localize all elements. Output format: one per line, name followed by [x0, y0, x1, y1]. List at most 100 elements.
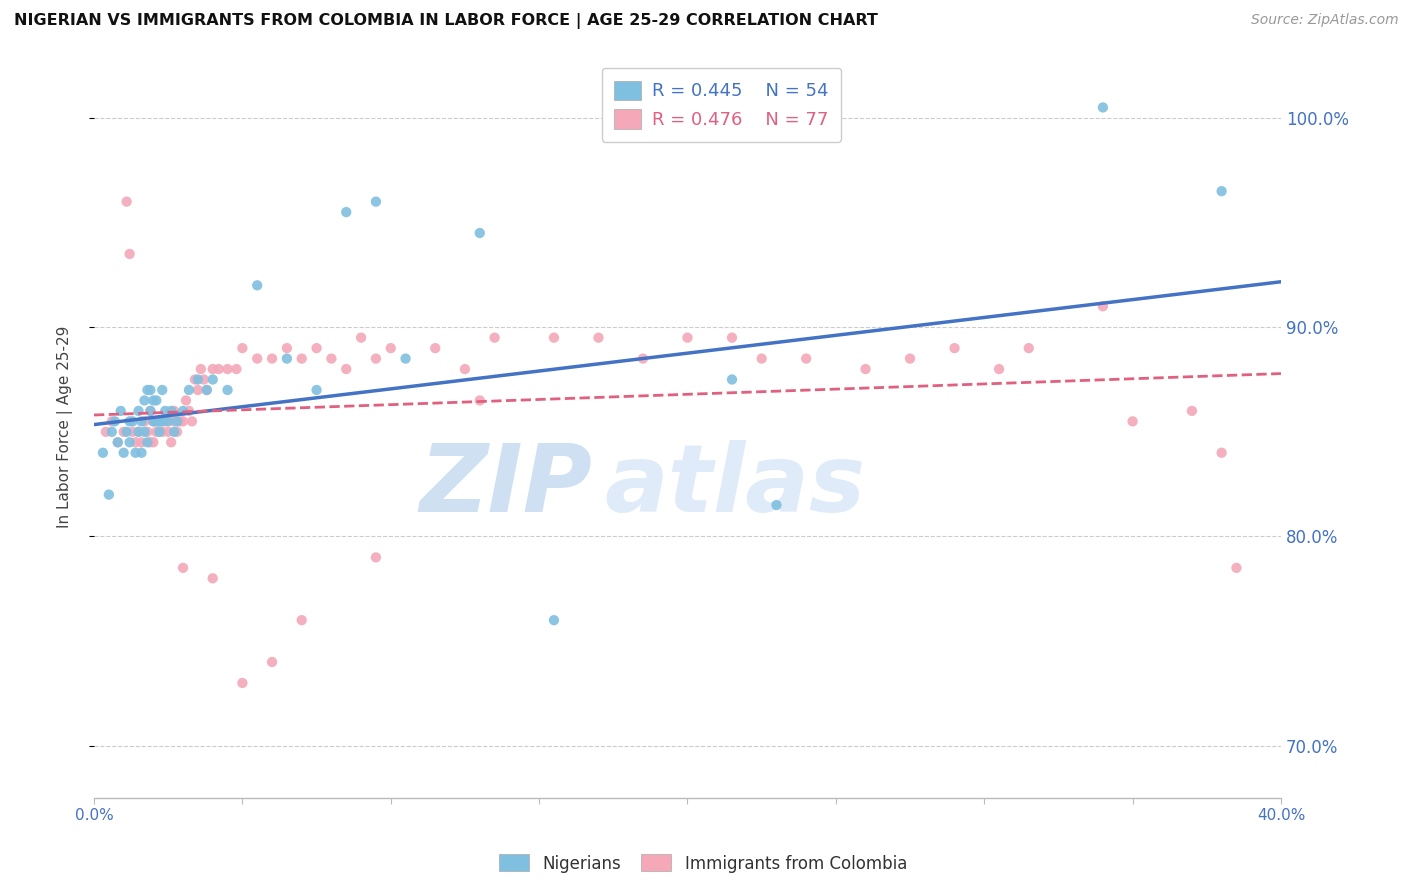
- Point: [988, 362, 1011, 376]
- Point: [131, 446, 153, 460]
- Point: [394, 351, 416, 366]
- Point: [148, 425, 170, 439]
- Point: [136, 383, 159, 397]
- Point: [1211, 184, 1233, 198]
- Point: [115, 425, 138, 439]
- Point: [97, 488, 120, 502]
- Point: [380, 341, 402, 355]
- Text: NIGERIAN VS IMMIGRANTS FROM COLOMBIA IN LABOR FORCE | AGE 25-29 CORRELATION CHAR: NIGERIAN VS IMMIGRANTS FROM COLOMBIA IN …: [14, 13, 877, 29]
- Point: [124, 446, 146, 460]
- Point: [139, 404, 162, 418]
- Point: [1091, 299, 1114, 313]
- Point: [364, 351, 387, 366]
- Point: [163, 414, 186, 428]
- Point: [794, 351, 817, 366]
- Point: [1018, 341, 1040, 355]
- Point: [190, 362, 212, 376]
- Point: [150, 414, 173, 428]
- Point: [364, 194, 387, 209]
- Point: [201, 372, 224, 386]
- Point: [208, 362, 231, 376]
- Point: [193, 372, 215, 386]
- Point: [157, 425, 180, 439]
- Text: atlas: atlas: [605, 440, 866, 532]
- Point: [260, 655, 283, 669]
- Point: [184, 372, 207, 386]
- Point: [94, 425, 117, 439]
- Point: [751, 351, 773, 366]
- Point: [139, 435, 162, 450]
- Point: [169, 414, 191, 428]
- Point: [166, 414, 188, 428]
- Point: [112, 425, 135, 439]
- Point: [484, 331, 506, 345]
- Point: [177, 383, 200, 397]
- Point: [101, 425, 124, 439]
- Point: [110, 404, 132, 418]
- Point: [128, 425, 150, 439]
- Point: [217, 383, 239, 397]
- Point: [588, 331, 610, 345]
- Point: [1181, 404, 1204, 418]
- Point: [177, 404, 200, 418]
- Point: [118, 414, 141, 428]
- Point: [134, 414, 156, 428]
- Point: [121, 414, 143, 428]
- Point: [128, 425, 150, 439]
- Point: [291, 351, 314, 366]
- Point: [166, 425, 188, 439]
- Point: [898, 351, 921, 366]
- Point: [121, 425, 143, 439]
- Point: [139, 404, 162, 418]
- Point: [107, 435, 129, 450]
- Point: [145, 414, 167, 428]
- Legend: R = 0.445    N = 54, R = 0.476    N = 77: R = 0.445 N = 54, R = 0.476 N = 77: [602, 68, 841, 142]
- Point: [124, 435, 146, 450]
- Point: [276, 351, 298, 366]
- Point: [128, 404, 150, 418]
- Point: [291, 613, 314, 627]
- Point: [115, 194, 138, 209]
- Point: [142, 414, 165, 428]
- Point: [142, 393, 165, 408]
- Point: [631, 351, 654, 366]
- Point: [187, 372, 209, 386]
- Point: [225, 362, 247, 376]
- Point: [543, 613, 565, 627]
- Point: [131, 414, 153, 428]
- Point: [112, 446, 135, 460]
- Point: [321, 351, 343, 366]
- Point: [231, 341, 253, 355]
- Point: [364, 550, 387, 565]
- Point: [468, 393, 491, 408]
- Point: [195, 383, 218, 397]
- Point: [148, 414, 170, 428]
- Point: [1225, 561, 1247, 575]
- Point: [195, 383, 218, 397]
- Point: [676, 331, 699, 345]
- Point: [231, 676, 253, 690]
- Point: [150, 425, 173, 439]
- Point: [187, 383, 209, 397]
- Point: [163, 404, 186, 418]
- Point: [1211, 446, 1233, 460]
- Text: ZIP: ZIP: [419, 440, 592, 532]
- Point: [305, 383, 328, 397]
- Point: [305, 341, 328, 355]
- Point: [217, 362, 239, 376]
- Point: [425, 341, 447, 355]
- Point: [260, 351, 283, 366]
- Point: [155, 414, 177, 428]
- Point: [118, 435, 141, 450]
- Point: [631, 833, 654, 847]
- Point: [104, 414, 127, 428]
- Point: [160, 435, 183, 450]
- Point: [145, 425, 167, 439]
- Point: [721, 372, 744, 386]
- Point: [543, 331, 565, 345]
- Point: [91, 446, 114, 460]
- Point: [201, 362, 224, 376]
- Point: [134, 393, 156, 408]
- Point: [943, 341, 966, 355]
- Point: [157, 414, 180, 428]
